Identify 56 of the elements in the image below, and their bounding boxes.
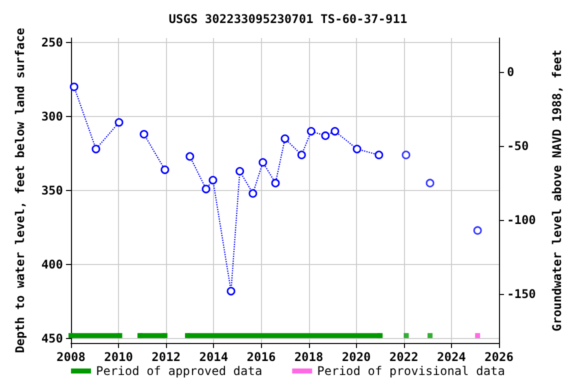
point	[297, 150, 306, 160]
y2-axis-title: Groundwater level above NAVD 1988, feet	[550, 50, 564, 332]
point	[208, 176, 218, 184]
point	[428, 333, 433, 338]
x-tick-label: 2012	[152, 350, 181, 364]
y2-tick-label: -150	[507, 287, 536, 302]
point	[321, 131, 330, 140]
point	[306, 127, 316, 136]
point	[160, 166, 170, 174]
y2-tick-label: -100	[507, 213, 536, 228]
x-tick-label: 2018	[294, 350, 324, 364]
point	[426, 178, 434, 188]
point	[117, 333, 122, 338]
y-tick-label: 300	[41, 109, 63, 124]
point	[271, 178, 280, 188]
x-tick-label: 2026	[484, 350, 514, 364]
point	[186, 152, 194, 161]
point	[374, 150, 384, 160]
x-tick-label: 2022	[389, 350, 418, 364]
point	[352, 144, 362, 154]
y-tick-label: 350	[41, 184, 63, 198]
x-tick-label: 2014	[199, 350, 228, 364]
point	[92, 144, 100, 154]
y-tick-label: 250	[41, 35, 63, 50]
point	[248, 189, 258, 198]
point	[404, 333, 409, 338]
point	[68, 333, 74, 338]
point	[137, 333, 142, 338]
point	[140, 130, 148, 138]
y-tick-label: 450	[41, 332, 63, 346]
legend-label: Period of approved data	[96, 364, 262, 378]
point	[378, 333, 383, 338]
x-tick-label: 2016	[246, 350, 276, 364]
point	[226, 286, 236, 296]
y2-tick-label: -50	[507, 139, 529, 154]
x-tick-label: 2020	[342, 350, 371, 364]
point	[185, 333, 190, 338]
point	[202, 184, 210, 194]
x-tick-label: 2008	[56, 350, 86, 364]
x-tick-label: 2024	[436, 350, 466, 364]
point	[162, 333, 168, 338]
point	[475, 333, 480, 338]
point	[402, 150, 410, 160]
x-tick-label: 2010	[104, 350, 134, 364]
y-tick-label: 400	[41, 258, 63, 272]
point	[330, 127, 340, 136]
point	[258, 158, 268, 167]
point	[114, 118, 124, 127]
point	[236, 167, 244, 176]
point	[70, 82, 78, 92]
y-axis-title: Depth to water level, feet below land surface	[13, 28, 27, 354]
y2-tick-label: 0	[507, 65, 514, 80]
point	[473, 226, 482, 235]
chart-title: USGS 302233095230701 TS-60-37-911	[168, 12, 408, 26]
legend-label: Period of provisional data	[317, 364, 506, 378]
point	[280, 134, 290, 143]
